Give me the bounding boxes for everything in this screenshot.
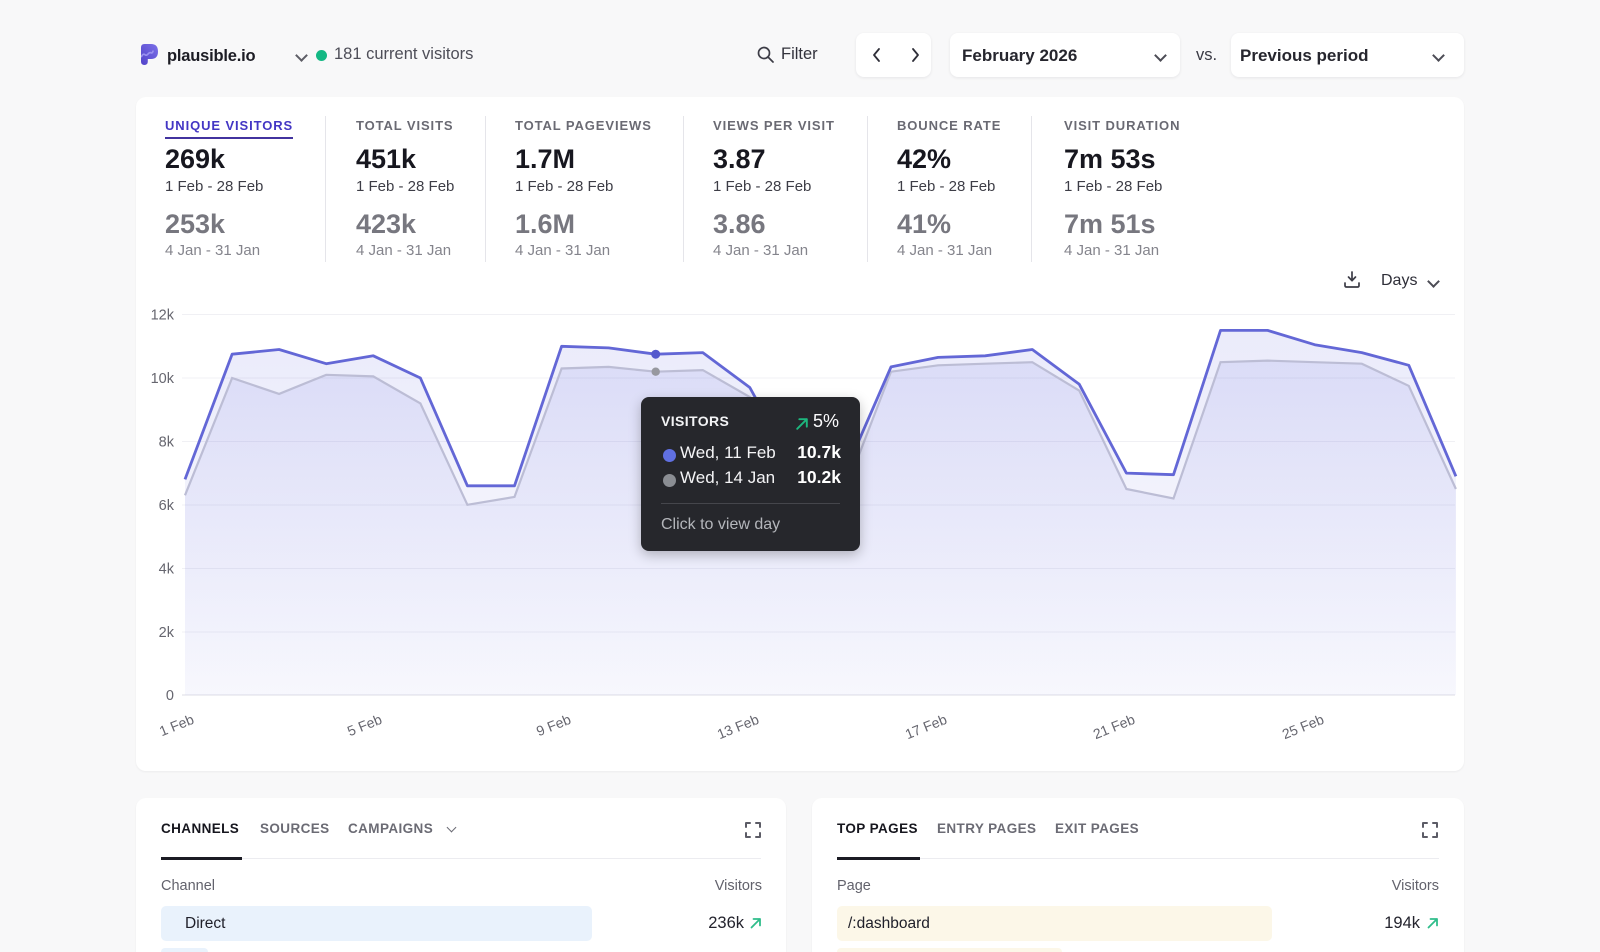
svg-text:17 Feb: 17 Feb <box>903 711 950 742</box>
svg-text:5 Feb: 5 Feb <box>345 711 384 739</box>
svg-text:9 Feb: 9 Feb <box>534 711 573 739</box>
svg-text:6k: 6k <box>159 498 175 514</box>
svg-text:0: 0 <box>166 688 174 704</box>
svg-text:2k: 2k <box>159 625 175 641</box>
svg-text:1 Feb: 1 Feb <box>157 711 196 739</box>
svg-text:12k: 12k <box>151 308 175 324</box>
svg-text:13 Feb: 13 Feb <box>715 711 762 742</box>
svg-text:10k: 10k <box>151 371 175 387</box>
svg-text:21 Feb: 21 Feb <box>1091 711 1138 742</box>
svg-text:8k: 8k <box>159 435 175 451</box>
svg-text:25 Feb: 25 Feb <box>1280 711 1327 742</box>
svg-text:4k: 4k <box>159 562 175 578</box>
